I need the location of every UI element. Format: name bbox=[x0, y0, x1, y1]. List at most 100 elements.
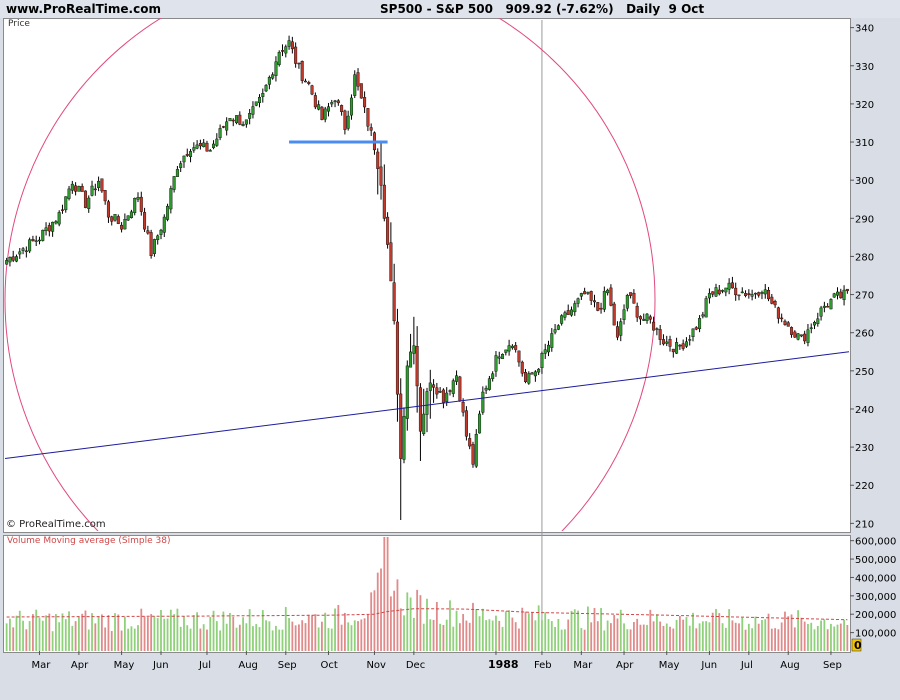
candle-body bbox=[809, 327, 813, 329]
x-tick-label: Sep bbox=[823, 660, 842, 671]
candle-body bbox=[333, 100, 337, 103]
candle bbox=[83, 190, 87, 209]
candle-body bbox=[461, 401, 465, 413]
candle-body bbox=[310, 85, 314, 95]
candle bbox=[162, 214, 166, 237]
candle-body bbox=[143, 212, 147, 230]
price-tick-label: 210 bbox=[855, 519, 874, 530]
candle bbox=[836, 287, 840, 300]
candle bbox=[359, 83, 363, 99]
candle bbox=[592, 294, 596, 308]
candle-body bbox=[619, 321, 623, 336]
candle bbox=[70, 180, 74, 194]
candle bbox=[412, 316, 416, 365]
candle-body bbox=[28, 239, 32, 252]
candle bbox=[560, 314, 564, 326]
candle-body bbox=[326, 106, 330, 112]
candle-body bbox=[34, 240, 38, 242]
x-tick-label: Jun bbox=[152, 660, 169, 671]
candle-body bbox=[152, 239, 156, 254]
instrument-title: SP500 - S&P 500 909.92 (-7.62%) Daily 9 … bbox=[380, 2, 705, 16]
candle bbox=[478, 410, 482, 434]
candle bbox=[267, 75, 271, 90]
candle-body bbox=[622, 309, 626, 320]
candle bbox=[747, 289, 751, 299]
candle bbox=[458, 375, 462, 402]
candle bbox=[763, 284, 767, 299]
candle-body bbox=[294, 46, 298, 64]
candle-body bbox=[839, 291, 843, 299]
candle-body bbox=[671, 348, 675, 353]
candle bbox=[832, 292, 836, 298]
candle bbox=[415, 326, 419, 413]
candle bbox=[395, 308, 399, 422]
site-url[interactable]: www.ProRealTime.com bbox=[6, 2, 161, 16]
candle-body bbox=[681, 343, 685, 349]
candle-body bbox=[822, 305, 826, 308]
candle bbox=[340, 104, 344, 116]
candle-body bbox=[448, 390, 452, 392]
x-tick-label: Nov bbox=[366, 660, 386, 671]
volume-tick-label: 200,000 bbox=[855, 610, 896, 621]
candle-body bbox=[182, 155, 186, 163]
candle bbox=[14, 254, 18, 263]
candle bbox=[218, 124, 222, 141]
candle-body bbox=[638, 316, 642, 320]
candle-body bbox=[192, 147, 196, 151]
price-panel[interactable] bbox=[3, 18, 851, 533]
candle bbox=[418, 383, 422, 461]
candle-body bbox=[330, 102, 334, 105]
candle-body bbox=[684, 341, 688, 347]
candle bbox=[21, 247, 25, 255]
candle bbox=[297, 62, 301, 69]
candle bbox=[143, 207, 147, 232]
candle-body bbox=[632, 292, 636, 304]
candle-body bbox=[198, 143, 202, 147]
candle-body bbox=[221, 126, 225, 128]
candle bbox=[573, 300, 577, 316]
candle bbox=[694, 326, 698, 331]
price-tick-label: 250 bbox=[855, 367, 874, 378]
candle bbox=[767, 286, 771, 302]
candle bbox=[28, 237, 32, 254]
candle-body bbox=[655, 328, 659, 330]
x-axis: Mar Apr May Jun Jul Aug Sep Oct Nov Dec 1988 Feb Mar… bbox=[31, 651, 842, 671]
candle bbox=[474, 429, 478, 468]
candle-body bbox=[579, 293, 583, 297]
candle bbox=[842, 285, 846, 306]
candle-body bbox=[87, 197, 91, 209]
candle bbox=[602, 286, 606, 313]
candle-body bbox=[783, 320, 787, 325]
candle bbox=[80, 183, 84, 192]
candle-body bbox=[402, 416, 406, 460]
candle bbox=[389, 222, 393, 282]
candle bbox=[93, 183, 97, 196]
candle bbox=[54, 220, 58, 225]
candle-body bbox=[422, 413, 426, 434]
candle bbox=[126, 215, 130, 221]
candle-body bbox=[441, 389, 445, 403]
candle bbox=[129, 209, 133, 219]
candle bbox=[438, 387, 442, 393]
candle bbox=[422, 388, 426, 436]
candle bbox=[501, 353, 505, 359]
candle-body bbox=[215, 138, 219, 146]
candle bbox=[776, 306, 780, 324]
candle-body bbox=[317, 104, 321, 110]
candle-body bbox=[5, 260, 9, 265]
candle bbox=[632, 289, 636, 304]
candle-body bbox=[816, 318, 820, 324]
candle bbox=[51, 221, 55, 237]
candle-body bbox=[652, 321, 656, 331]
x-tick-label: Oct bbox=[320, 660, 337, 671]
candle-body bbox=[218, 128, 222, 138]
candle bbox=[707, 288, 711, 304]
candle-body bbox=[97, 180, 101, 188]
candle-body bbox=[484, 387, 488, 391]
candle-body bbox=[349, 97, 353, 116]
candle bbox=[330, 99, 334, 108]
candle bbox=[721, 289, 725, 294]
candle-body bbox=[717, 289, 721, 295]
candle bbox=[780, 313, 784, 323]
candle-body bbox=[773, 301, 777, 306]
